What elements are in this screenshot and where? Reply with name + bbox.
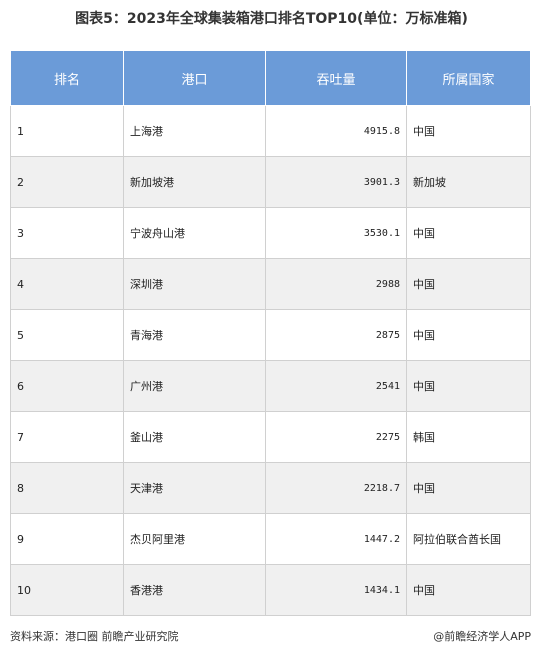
table-row: 3 宁波舟山港 3530.1 中国 — [10, 207, 531, 259]
table-cell: 青海港 — [123, 309, 266, 361]
table-cell: 2988 — [265, 258, 407, 310]
table-cell: 1 — [10, 105, 124, 157]
table-cell: 2875 — [265, 309, 407, 361]
table-cell: 深圳港 — [123, 258, 266, 310]
table-cell: 天津港 — [123, 462, 266, 514]
table-cell: 7 — [10, 411, 124, 463]
table-cell: 4 — [10, 258, 124, 310]
table-cell: 杰贝阿里港 — [123, 513, 266, 565]
table-body: 1 上海港 4915.8 中国 2 新加坡港 3901.3 新加坡 3 宁波舟山港 3530.1 中国… — [10, 105, 531, 616]
table-cell: 中国 — [406, 258, 531, 310]
table-cell: 中国 — [406, 309, 531, 361]
header-cell: 港口 — [123, 50, 266, 106]
table-cell: 6 — [10, 360, 124, 412]
title: 图表5：2023年全球集装箱港口排名TOP10(单位：万标准箱) — [75, 11, 468, 27]
table-cell: 中国 — [406, 360, 531, 412]
table-cell: 3901.3 — [265, 156, 407, 208]
table-cell: 韩国 — [406, 411, 531, 463]
table-cell: 2541 — [265, 360, 407, 412]
table-cell: 3530.1 — [265, 207, 407, 259]
table-cell: 新加坡 — [406, 156, 531, 208]
table-row: 10 香港港 1434.1 中国 — [10, 564, 531, 616]
table-cell: 阿拉伯联合酋长国 — [406, 513, 531, 565]
table-cell: 10 — [10, 564, 124, 616]
table-cell: 新加坡港 — [123, 156, 266, 208]
table-row: 1 上海港 4915.8 中国 — [10, 105, 531, 157]
table-row: 9 杰贝阿里港 1447.2 阿拉伯联合酋长国 — [10, 513, 531, 565]
table-cell: 8 — [10, 462, 124, 514]
table-row: 7 釜山港 2275 韩国 — [10, 411, 531, 463]
table-row: 6 广州港 2541 中国 — [10, 360, 531, 412]
table-cell: 2275 — [265, 411, 407, 463]
table-cell: 釜山港 — [123, 411, 266, 463]
brand: @前瞻经济学人APP — [433, 630, 531, 643]
table-row: 4 深圳港 2988 中国 — [10, 258, 531, 310]
header-cell: 排名 — [10, 50, 124, 106]
table-cell: 上海港 — [123, 105, 266, 157]
table-cell: 2218.7 — [265, 462, 407, 514]
table-cell: 5 — [10, 309, 124, 361]
table-cell: 香港港 — [123, 564, 266, 616]
source-note: 资料来源：港口圈 前瞻产业研究院 — [10, 630, 179, 643]
table-cell: 中国 — [406, 207, 531, 259]
table-cell: 中国 — [406, 462, 531, 514]
table-cell: 中国 — [406, 105, 531, 157]
table-cell: 宁波舟山港 — [123, 207, 266, 259]
table-cell: 中国 — [406, 564, 531, 616]
table-cell: 3 — [10, 207, 124, 259]
table-cell: 广州港 — [123, 360, 266, 412]
table-cell: 2 — [10, 156, 124, 208]
table-cell: 9 — [10, 513, 124, 565]
header-cell: 吞吐量 — [265, 50, 407, 106]
table: 排名 港口 吞吐量 所属国家 1 上海港 4915.8 中国 2 新加坡港 3901.3 新加坡 3 宁… — [10, 50, 531, 616]
table-row: 8 天津港 2218.7 中国 — [10, 462, 531, 514]
table-cell: 1434.1 — [265, 564, 407, 616]
table-cell: 1447.2 — [265, 513, 407, 565]
table-row: 2 新加坡港 3901.3 新加坡 — [10, 156, 531, 208]
header-cell: 所属国家 — [406, 50, 531, 106]
table-cell: 4915.8 — [265, 105, 407, 157]
table-row: 5 青海港 2875 中国 — [10, 309, 531, 361]
header-row: 排名 港口 吞吐量 所属国家 — [10, 50, 531, 106]
